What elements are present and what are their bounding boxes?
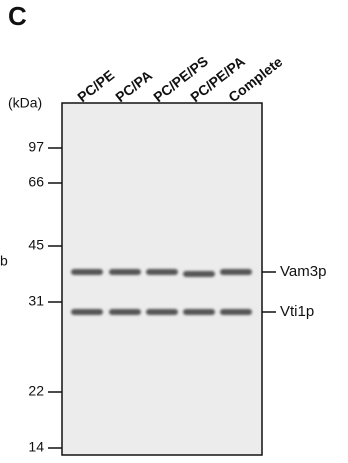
band-label: Vti1p: [280, 303, 314, 320]
protein-band: [183, 309, 215, 315]
marker-label: 97: [28, 139, 44, 155]
marker-label: 45: [28, 237, 44, 253]
lane-label: PC/PE: [74, 67, 117, 105]
lane-label: PC/PA: [112, 67, 155, 105]
protein-band: [71, 309, 103, 315]
panel-label: C: [8, 1, 27, 31]
protein-band: [183, 271, 215, 277]
protein-band: [71, 269, 103, 275]
band-label: Vam3p: [280, 263, 326, 280]
marker-label: 14: [28, 439, 44, 455]
figure-panel: C PC/PE PC/PA PC/PE/PS PC/PE/PA Complete…: [0, 0, 348, 463]
protein-band: [146, 309, 178, 315]
marker-label: 22: [28, 383, 44, 399]
marker-label: 66: [28, 174, 44, 190]
unit-label: (kDa): [8, 95, 42, 111]
protein-band: [146, 269, 178, 275]
gel: [62, 103, 262, 455]
protein-band: [109, 309, 141, 315]
marker-label: 31: [28, 293, 44, 309]
protein-band: [220, 309, 252, 315]
protein-band: [109, 269, 141, 275]
protein-band: [220, 269, 252, 275]
edge-text: b: [0, 253, 8, 269]
